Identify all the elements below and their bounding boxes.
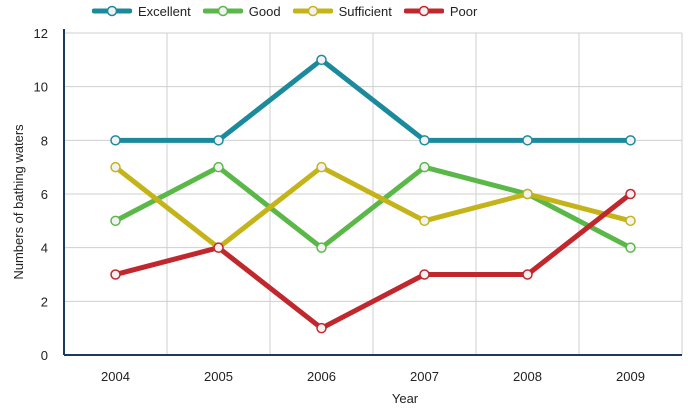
legend-label-sufficient: Sufficient	[338, 3, 392, 19]
x-axis-title: Year	[392, 391, 419, 406]
data-point-excellent	[110, 135, 121, 146]
x-tick-label: 2009	[616, 369, 645, 384]
series-line-excellent	[113, 57, 633, 143]
x-tick-label: 2004	[101, 369, 130, 384]
y-tick-label: 12	[34, 26, 48, 41]
x-tick-label: 2007	[410, 369, 439, 384]
legend-item-excellent: Excellent	[92, 2, 191, 20]
data-point-good	[213, 161, 224, 173]
legend-marker-poor	[418, 5, 430, 17]
data-point-good	[316, 242, 327, 253]
x-tick-label: 2008	[513, 369, 542, 384]
legend-swatch-good	[202, 5, 243, 17]
data-point-poor	[316, 322, 327, 334]
series-line-sufficient	[113, 164, 633, 251]
legend-label-excellent: Excellent	[138, 3, 191, 19]
y-axis-title: Numbers of bathing waters	[11, 124, 26, 280]
y-tick-label: 0	[41, 348, 48, 363]
y-tick-label: 8	[41, 133, 48, 148]
data-point-sufficient	[522, 188, 533, 200]
x-tick-label: 2005	[204, 369, 233, 384]
legend-swatch-sufficient	[292, 5, 333, 17]
data-point-excellent	[213, 135, 224, 146]
legend-swatch-poor	[403, 5, 444, 17]
data-point-sufficient	[625, 215, 636, 227]
data-point-poor	[522, 269, 533, 280]
y-tick-label: 6	[41, 187, 48, 202]
data-point-good	[110, 215, 121, 227]
data-point-sufficient	[110, 161, 121, 173]
legend-item-sufficient: Sufficient	[292, 2, 392, 20]
data-point-excellent	[522, 135, 533, 146]
data-point-poor	[625, 188, 636, 200]
legend-marker-sufficient	[307, 5, 318, 17]
y-tick-label: 10	[34, 80, 48, 95]
data-point-excellent	[419, 135, 430, 146]
series-line-poor	[113, 191, 633, 331]
x-tick-label: 2006	[307, 369, 336, 384]
legend: Excellent Good Sufficient Poor	[92, 2, 477, 20]
legend-item-poor: Poor	[403, 2, 478, 20]
legend-swatch-excellent	[92, 5, 132, 17]
data-point-excellent	[625, 135, 636, 146]
legend-label-good: Good	[248, 3, 281, 19]
y-tick-label: 4	[41, 241, 48, 256]
series-line-good	[113, 164, 633, 251]
data-point-poor	[213, 242, 224, 253]
data-point-poor	[110, 269, 121, 280]
legend-label-poor: Poor	[449, 3, 478, 19]
data-point-excellent	[316, 54, 327, 66]
legend-item-good: Good	[202, 2, 281, 20]
legend-marker-excellent	[106, 5, 118, 17]
legend-marker-good	[217, 5, 228, 17]
data-point-good	[625, 242, 636, 253]
y-tick-label: 2	[41, 294, 48, 309]
data-point-poor	[419, 269, 430, 280]
data-point-sufficient	[419, 215, 430, 227]
data-point-sufficient	[316, 161, 327, 173]
data-point-good	[419, 161, 430, 173]
